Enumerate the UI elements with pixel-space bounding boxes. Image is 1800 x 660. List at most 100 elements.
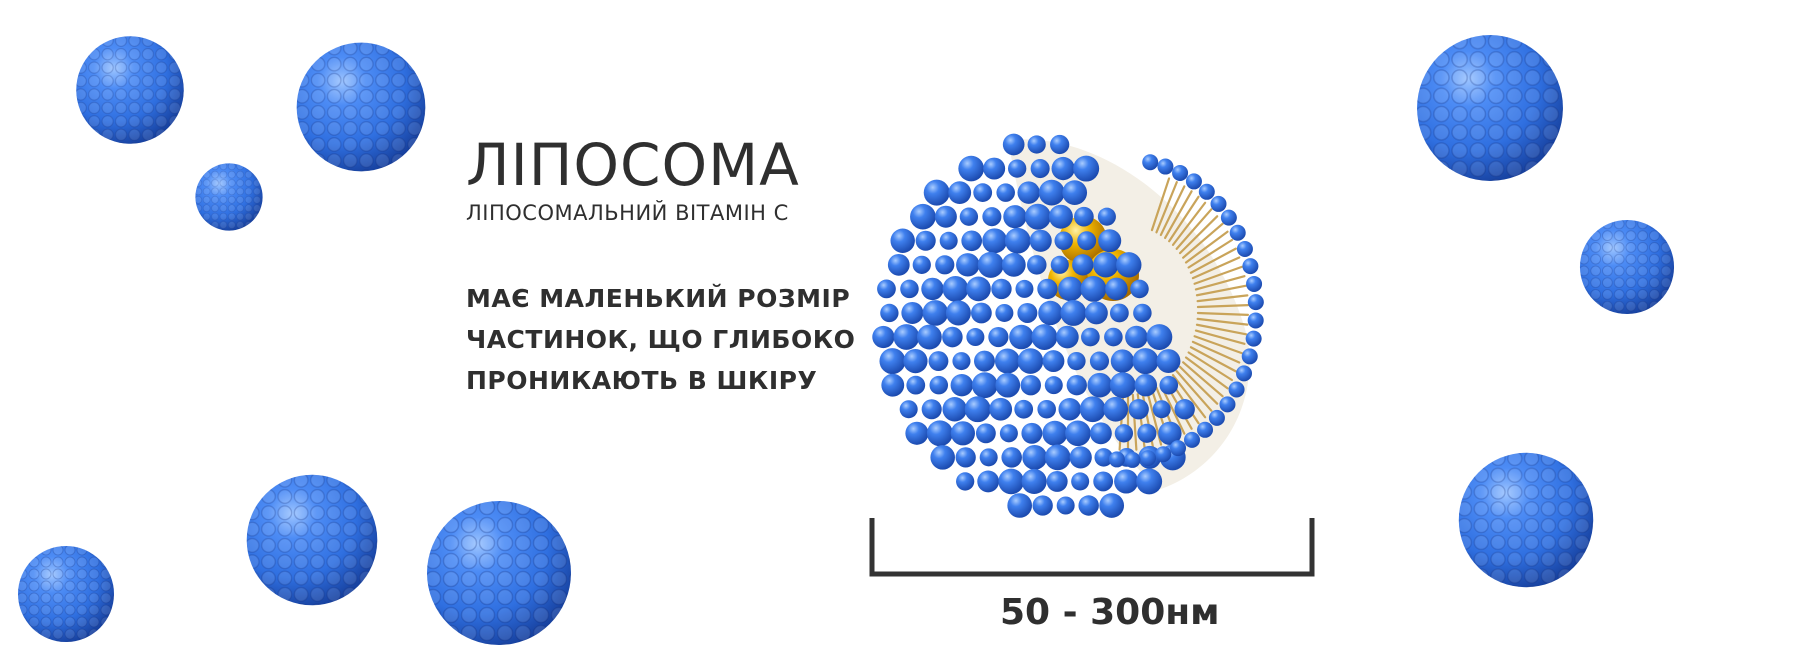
phospholipid-bead (1004, 227, 1031, 254)
phospholipid-bead (1044, 376, 1063, 395)
description-line: МАЄ МАЛЕНЬКИЙ РОЗМІР (466, 284, 851, 313)
phospholipid-bead (1037, 278, 1058, 300)
phospholipid-bead (1038, 300, 1063, 326)
liposome-sphere-icon (1417, 35, 1563, 181)
liposome-sphere-icon (1579, 219, 1675, 315)
phospholipid-bead (935, 255, 955, 275)
phospholipid-bead (1089, 351, 1110, 371)
phospholipid-bead (1093, 252, 1119, 278)
phospholipid-bead (899, 400, 918, 419)
phospholipid-bead (1015, 279, 1034, 298)
phospholipid-bead (934, 205, 957, 228)
liposome-sphere-icon (296, 42, 426, 172)
phospholipid-bead (995, 303, 1014, 322)
phospholipid-bead (950, 373, 973, 397)
phospholipid-bead (989, 397, 1013, 421)
phospholipid-bead (982, 207, 1002, 227)
phospholipid-bead (955, 447, 976, 468)
phospholipid-bead (942, 276, 969, 302)
info-text-block: ЛІПОСОМА ЛІПОСОМАЛЬНИЙ ВІТАМІН С МАЄ МАЛ… (466, 132, 886, 401)
phospholipid-bead (950, 421, 975, 446)
phospholipid-bead (970, 302, 992, 324)
phospholipid-bead (1024, 203, 1051, 230)
phospholipid-bead (879, 348, 906, 375)
phospholipid-bead (1198, 183, 1215, 200)
phospholipid-bead (1080, 275, 1107, 302)
phospholipid-bead (942, 326, 963, 348)
phospholipid-bead (952, 352, 971, 371)
phospholipid-bead (1001, 252, 1026, 277)
phospholipid-bead (1155, 446, 1172, 463)
phospholipid-bead (877, 279, 896, 299)
phospholipid-bead (999, 424, 1018, 443)
phospholipid-bead (930, 445, 955, 470)
phospholipid-bead (1142, 154, 1159, 171)
phospholipid-bead (1078, 495, 1099, 516)
phospholipid-bead (1108, 451, 1125, 468)
phospholipid-bead (958, 155, 984, 182)
phospholipid-bead (1074, 206, 1094, 227)
phospholipid-bead (1017, 181, 1040, 204)
description-line: ЧАСТИНОК, ЩО ГЛИБОКО (466, 325, 856, 354)
phospholipid-bead (948, 181, 972, 205)
phospholipid-bead (1236, 240, 1253, 257)
phospholipid-bead (1056, 496, 1075, 515)
phospholipid-bead (880, 303, 899, 323)
phospholipid-bead (1058, 276, 1083, 302)
liposome-sphere-icon (427, 501, 571, 645)
phospholipid-bead (1136, 468, 1163, 495)
phospholipid-bead (939, 231, 958, 250)
phospholipid-bead (1114, 424, 1134, 443)
phospholipid-bead (1056, 325, 1079, 349)
phospholipid-bead (1030, 159, 1050, 179)
phospholipid-bead (1020, 374, 1041, 396)
phospholipid-bead (1060, 300, 1087, 326)
phospholipid-bead (929, 375, 949, 395)
phospholipid-bead (1007, 159, 1027, 178)
phospholipid-bead (1027, 135, 1046, 154)
phospholipid-bead (1097, 207, 1116, 226)
phospholipid-bead (1054, 231, 1073, 250)
phospholipid-bead (1017, 348, 1044, 374)
phospholipid-bead (971, 372, 998, 399)
description: МАЄ МАЛЕНЬКИЙ РОЗМІР ЧАСТИНОК, ЩО ГЛИБОК… (466, 278, 886, 401)
phospholipid-bead (1140, 450, 1157, 467)
phospholipid-bead (1087, 372, 1113, 398)
phospholipid-bead (959, 207, 979, 226)
phospholipid-bead (1062, 180, 1088, 205)
phospholipid-bead (1152, 400, 1171, 419)
phospholipid-bead (1021, 422, 1043, 444)
phospholipid-bead (1124, 451, 1141, 468)
phospholipid-bead (1073, 155, 1100, 182)
phospholipid-bead (945, 300, 971, 326)
phospholipid-bead (1157, 158, 1174, 175)
phospholipid-bead (1017, 302, 1038, 323)
phospholipid-bead (1014, 399, 1034, 419)
phospholipid-bead (1001, 447, 1022, 468)
phospholipid-bead (1079, 396, 1106, 423)
phospholipid-bead (1197, 421, 1214, 438)
phospholipid-bead (872, 325, 895, 349)
phospholipid-bead (1170, 440, 1187, 457)
phospholipid-bead (893, 324, 920, 350)
phospholipid-bead (1069, 446, 1092, 469)
phospholipid-bead (1071, 472, 1090, 491)
phospholipid-bead (1042, 350, 1065, 373)
phospholipid-bead (910, 203, 936, 230)
phospholipid-bead (1114, 469, 1139, 494)
phospholipid-bead (1072, 254, 1094, 276)
phospholipid-bead (1156, 349, 1181, 374)
phospholipid-bead (881, 373, 905, 397)
phospholipid-bead (1228, 381, 1245, 398)
phospholipid-bead (1241, 348, 1258, 365)
phospholipid-bead (1208, 409, 1225, 426)
phospholipid-bead (942, 397, 967, 422)
phospholipid-bead (1050, 255, 1069, 274)
liposome-sphere-icon (246, 474, 378, 606)
phospholipid-bead (1089, 422, 1112, 445)
phospholipid-bead (1098, 229, 1122, 253)
phospholipid-bead (1029, 229, 1052, 252)
phospholipid-bead (961, 230, 983, 252)
phospholipid-bead (1109, 303, 1129, 323)
